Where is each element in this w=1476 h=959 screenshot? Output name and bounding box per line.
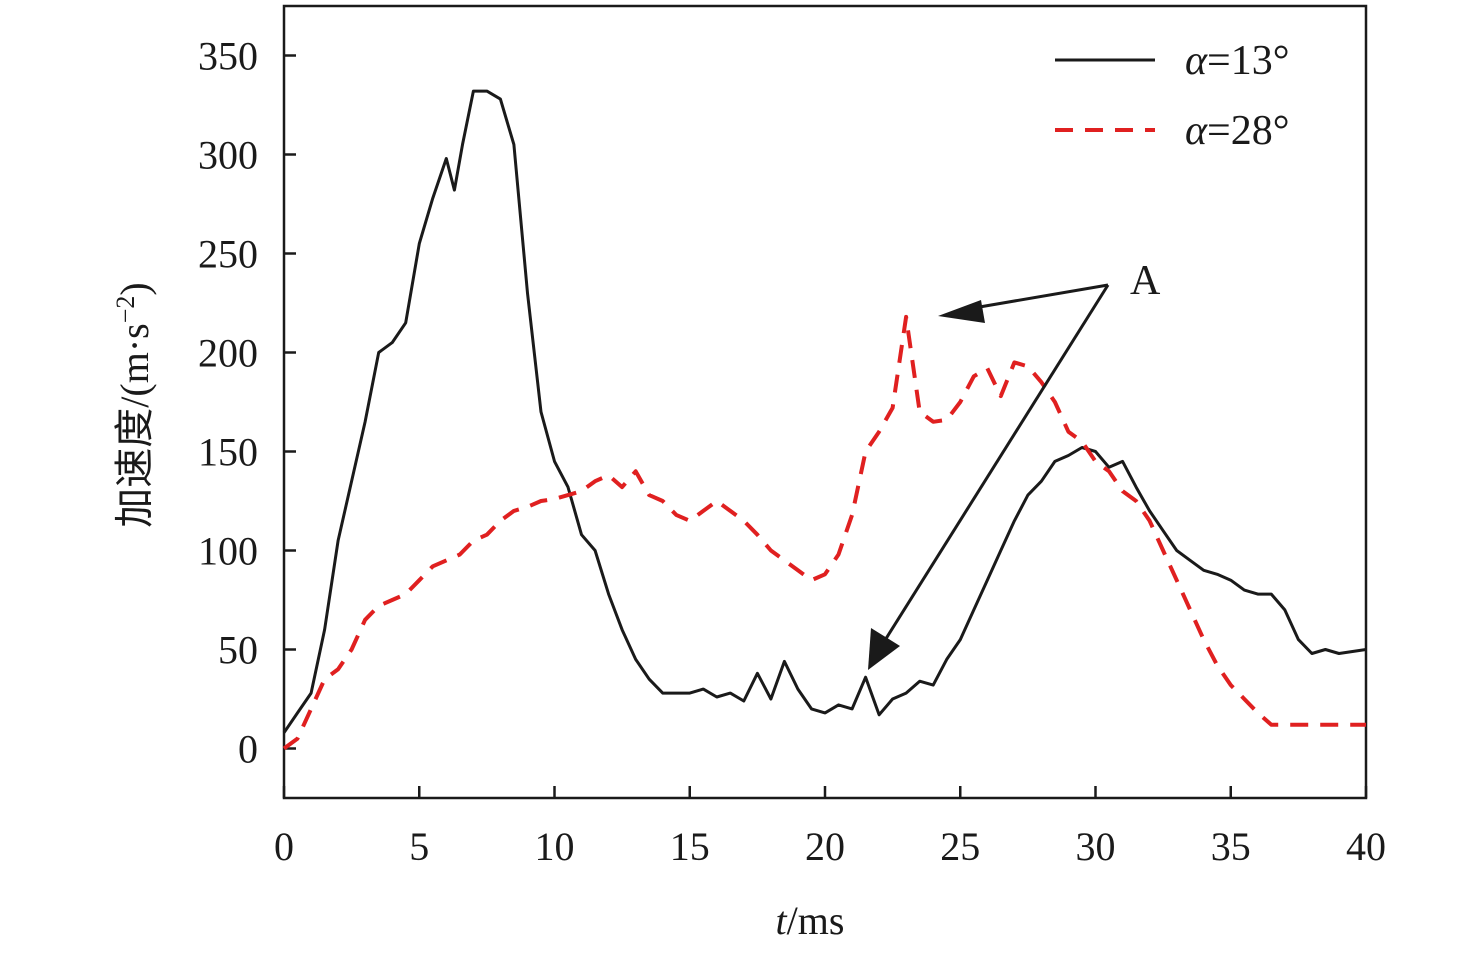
y-tick-label: 350 — [198, 34, 258, 79]
series-layer — [282, 89, 1367, 751]
legend-label-alpha-13-rest: =13° — [1207, 38, 1289, 84]
legend: α=13° α=28° — [1055, 38, 1290, 154]
annotation-arrow-head-lower — [868, 628, 900, 670]
annotation-arrow-line-lower — [880, 284, 1110, 646]
x-tick-label: 15 — [670, 824, 710, 869]
series-line-alpha-28 — [282, 314, 1366, 751]
y-tick-label: 250 — [198, 232, 258, 277]
annotation-arrow-line-upper — [961, 283, 1109, 312]
x-tick-label: 35 — [1211, 824, 1251, 869]
x-axis-title-unit: /ms — [787, 898, 845, 943]
x-axis: 0 5 10 15 20 25 30 35 40 — [274, 786, 1386, 869]
y-axis-title: 加速度/(m·s−2) — [111, 282, 157, 527]
annotation-a-label: A — [1130, 258, 1161, 304]
y-tick-label: 50 — [218, 628, 258, 673]
y-axis-title-sup: −2 — [111, 296, 140, 324]
legend-label-alpha-13: α=13° — [1185, 38, 1290, 84]
x-tick-label: 0 — [274, 824, 294, 869]
x-axis-title: t/ms — [776, 898, 845, 943]
y-tick-label: 200 — [198, 331, 258, 376]
y-tick-label: 100 — [198, 529, 258, 574]
y-axis-title-main: 加速度/(m·s — [112, 323, 157, 527]
y-axis: 0 50 100 150 200 250 300 350 — [198, 34, 296, 772]
x-tick-label: 5 — [409, 824, 429, 869]
x-tick-label: 30 — [1076, 824, 1116, 869]
x-tick-label: 40 — [1346, 824, 1386, 869]
x-tick-label: 25 — [940, 824, 980, 869]
x-tick-label: 20 — [805, 824, 845, 869]
annotation-arrow-head-upper — [938, 300, 985, 323]
annotation-a: A — [868, 258, 1161, 670]
y-tick-label: 0 — [238, 727, 258, 772]
legend-label-alpha-28-rest: =28° — [1207, 108, 1289, 154]
legend-label-alpha-28-var: α — [1185, 108, 1208, 154]
y-tick-label: 150 — [198, 430, 258, 475]
legend-label-alpha-28: α=28° — [1185, 108, 1290, 154]
x-axis-title-var: t — [776, 898, 788, 943]
y-tick-label: 300 — [198, 133, 258, 178]
legend-label-alpha-13-var: α — [1185, 38, 1208, 84]
y-axis-title-close: ) — [112, 282, 157, 295]
x-tick-label: 10 — [535, 824, 575, 869]
series-line-alpha-13 — [282, 89, 1367, 734]
